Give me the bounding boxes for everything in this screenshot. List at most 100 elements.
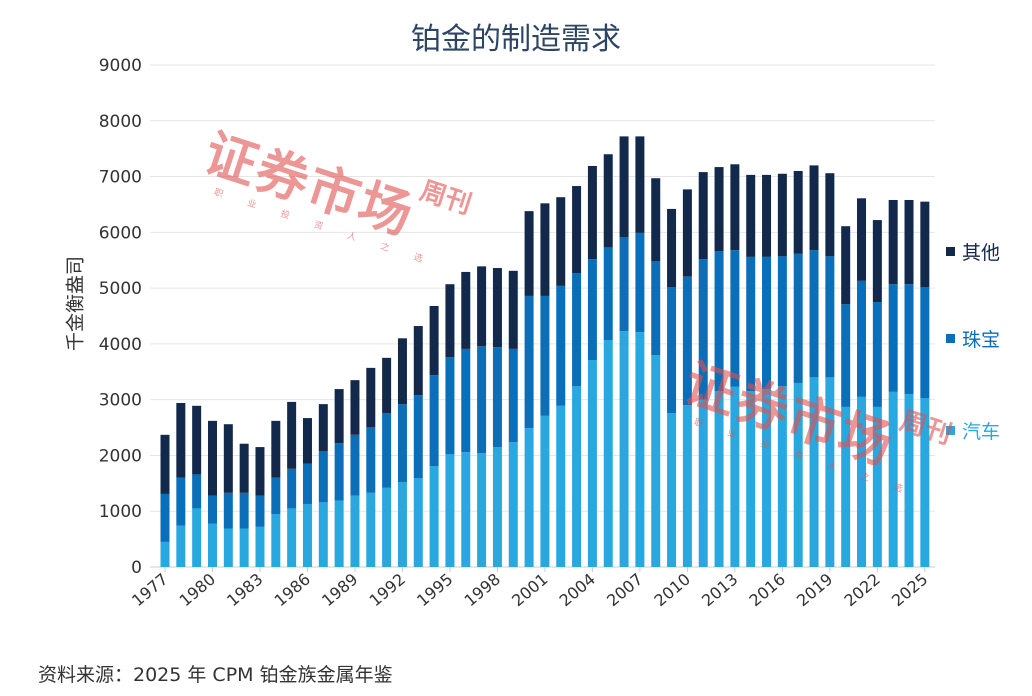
- x-tick-label: 1992: [366, 570, 409, 611]
- legend-swatch: [946, 334, 955, 343]
- bar-segment: [730, 250, 740, 387]
- bar-segment: [793, 253, 803, 383]
- bar-segment: [809, 250, 819, 378]
- x-tick-label: 1986: [271, 570, 314, 611]
- x-tick-label: 2025: [888, 570, 931, 611]
- bar-segment: [413, 395, 423, 479]
- x-tick-label: 2004: [556, 570, 599, 611]
- bar-segment: [366, 426, 376, 493]
- bar-segment: [271, 420, 281, 478]
- y-tick-label: 1000: [99, 502, 142, 522]
- bar-segment: [302, 503, 312, 567]
- bar-segment: [635, 136, 645, 233]
- bar-segment: [176, 477, 186, 526]
- bar-segment: [603, 247, 613, 340]
- bar-segment: [271, 514, 281, 567]
- bar-segment: [223, 492, 233, 529]
- bar-segment: [192, 405, 202, 475]
- bar-segment: [619, 237, 629, 332]
- bar-segment: [334, 443, 344, 501]
- bar-segment: [492, 347, 502, 448]
- bar-segment: [350, 434, 360, 496]
- bar-segment: [397, 338, 407, 405]
- bar-segment: [160, 434, 170, 494]
- bar-segment: [397, 482, 407, 567]
- bar-segment: [556, 197, 566, 286]
- bar-segment: [524, 428, 534, 567]
- bar-segment: [160, 541, 170, 567]
- bar-segment: [587, 259, 597, 361]
- x-tick-label: 1998: [461, 570, 504, 611]
- bar-segment: [176, 403, 186, 478]
- y-tick-label: 5000: [99, 279, 142, 299]
- bar-segment: [762, 256, 772, 390]
- bar-segment: [366, 492, 376, 567]
- bar-segment: [556, 285, 566, 406]
- bar-segment: [572, 186, 582, 274]
- bar-segment: [872, 220, 882, 303]
- bar-segment: [239, 443, 249, 493]
- bar-segment: [477, 346, 487, 454]
- bar-segment: [635, 332, 645, 567]
- bar-segment: [857, 280, 867, 397]
- bar-segment: [572, 386, 582, 567]
- bar-segment: [603, 154, 613, 248]
- bar-segment: [192, 474, 202, 509]
- x-tick-label: 2010: [651, 570, 694, 611]
- legend-swatch: [946, 247, 955, 256]
- bar-segment: [540, 203, 550, 296]
- source-note: 资料来源：2025 年 CPM 铂金族金属年鉴: [38, 664, 393, 686]
- bar-segment: [255, 447, 265, 496]
- x-tick-label: 2001: [508, 570, 551, 611]
- bar-segment: [397, 404, 407, 483]
- bar-segment: [667, 286, 677, 414]
- bar-segment: [508, 348, 518, 443]
- bar-segment: [603, 339, 613, 567]
- bar-segment: [857, 396, 867, 567]
- bar-segment: [524, 211, 534, 296]
- bar-segment: [445, 454, 455, 567]
- legend-item-other: 其他: [946, 238, 1000, 265]
- bar-segment: [841, 406, 851, 567]
- bar-segment: [777, 173, 787, 257]
- x-tick-label: 1995: [413, 570, 456, 611]
- bar-segment: [160, 493, 170, 542]
- bar-segment: [777, 386, 787, 567]
- bar-segment: [413, 326, 423, 396]
- bar-segment: [461, 271, 471, 349]
- bar-segment: [540, 295, 550, 416]
- y-tick-label: 9000: [99, 56, 142, 76]
- bar-segment: [587, 165, 597, 260]
- bar-segment: [888, 199, 898, 285]
- bar-segment: [540, 415, 550, 567]
- y-tick-label: 8000: [99, 112, 142, 132]
- bar-segment: [904, 284, 914, 395]
- bar-segment: [318, 404, 328, 451]
- bar-segment: [477, 266, 487, 347]
- bar-segment: [809, 165, 819, 251]
- bar-segment: [287, 508, 297, 567]
- bar-segment: [777, 256, 787, 387]
- bar-segment: [207, 523, 217, 567]
- bar-segment: [651, 261, 661, 356]
- bar-segment: [793, 382, 803, 567]
- bar-segment: [857, 198, 867, 281]
- bar-segment: [508, 442, 518, 567]
- bar-segment: [429, 466, 439, 567]
- bar-segment: [318, 502, 328, 567]
- bar-segment: [413, 478, 423, 567]
- x-tick-label: 2022: [841, 570, 884, 611]
- x-tick-label: 2019: [793, 570, 836, 611]
- bar-segment: [667, 413, 677, 567]
- bar-segment: [334, 389, 344, 444]
- bar-segment: [619, 136, 629, 238]
- y-tick-label: 3000: [99, 391, 142, 411]
- bar-segment: [508, 270, 518, 349]
- bar-segment: [920, 201, 930, 287]
- bar-segment: [587, 360, 597, 567]
- bar-segment: [429, 305, 439, 376]
- bar-segment: [492, 268, 502, 348]
- bar-segment: [223, 528, 233, 567]
- legend-swatch: [946, 426, 955, 435]
- bar-segment: [825, 173, 835, 257]
